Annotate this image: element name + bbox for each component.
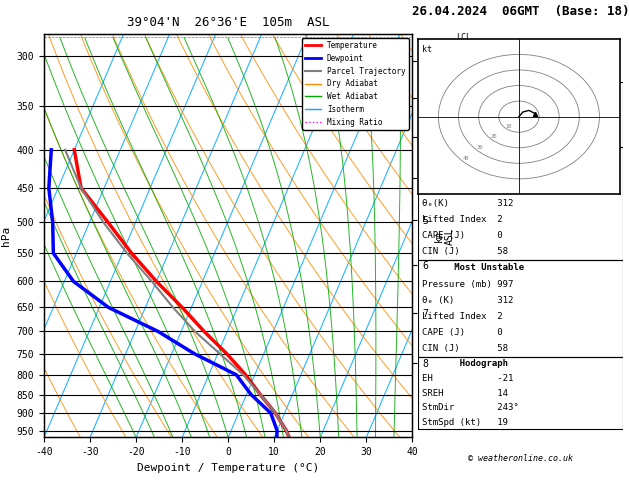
Text: EH            -21: EH -21 — [422, 374, 513, 383]
Text: CIN (J)       58: CIN (J) 58 — [422, 247, 508, 256]
Text: LCL: LCL — [457, 33, 472, 42]
Text: Pressure (mb) 997: Pressure (mb) 997 — [422, 279, 513, 289]
Text: Hodograph: Hodograph — [422, 360, 508, 368]
Legend: Temperature, Dewpoint, Parcel Trajectory, Dry Adiabat, Wet Adiabat, Isotherm, Mi: Temperature, Dewpoint, Parcel Trajectory… — [303, 38, 409, 130]
Text: SREH          14: SREH 14 — [422, 388, 508, 398]
Title: 39°04'N  26°36'E  105m  ASL: 39°04'N 26°36'E 105m ASL — [127, 16, 330, 29]
Text: Lifted Index  2: Lifted Index 2 — [422, 215, 503, 224]
Y-axis label: hPa: hPa — [1, 226, 11, 246]
Text: 30: 30 — [477, 145, 483, 150]
Text: Dewp (°C)    11.3: Dewp (°C) 11.3 — [422, 183, 513, 192]
Text: CAPE (J)      0: CAPE (J) 0 — [422, 328, 503, 337]
Text: Most Unstable: Most Unstable — [422, 263, 525, 273]
Text: Lifted Index  2: Lifted Index 2 — [422, 312, 503, 321]
Text: StmSpd (kt)   19: StmSpd (kt) 19 — [422, 417, 508, 427]
Text: θₑ(K)         312: θₑ(K) 312 — [422, 199, 513, 208]
Text: Temp (°C)    14.9: Temp (°C) 14.9 — [422, 167, 513, 175]
Text: © weatheronline.co.uk: © weatheronline.co.uk — [468, 453, 573, 463]
Text: Surface: Surface — [422, 151, 508, 159]
Text: 10: 10 — [505, 123, 511, 128]
Text: CIN (J)       58: CIN (J) 58 — [422, 344, 508, 353]
Text: PW (cm)       1.27: PW (cm) 1.27 — [422, 132, 519, 141]
Text: 40: 40 — [462, 156, 469, 161]
Text: K             4: K 4 — [422, 88, 503, 98]
Text: Totals Totals  46: Totals Totals 46 — [422, 110, 513, 119]
Text: 20: 20 — [491, 135, 498, 139]
X-axis label: Dewpoint / Temperature (°C): Dewpoint / Temperature (°C) — [137, 463, 320, 473]
Text: θₑ (K)        312: θₑ (K) 312 — [422, 296, 513, 305]
Text: 26.04.2024  06GMT  (Base: 18): 26.04.2024 06GMT (Base: 18) — [411, 5, 629, 18]
Text: StmDir        243°: StmDir 243° — [422, 403, 519, 412]
Y-axis label: km
ASL: km ASL — [433, 227, 455, 244]
Text: CAPE (J)      0: CAPE (J) 0 — [422, 231, 503, 240]
Text: kt: kt — [422, 45, 432, 54]
